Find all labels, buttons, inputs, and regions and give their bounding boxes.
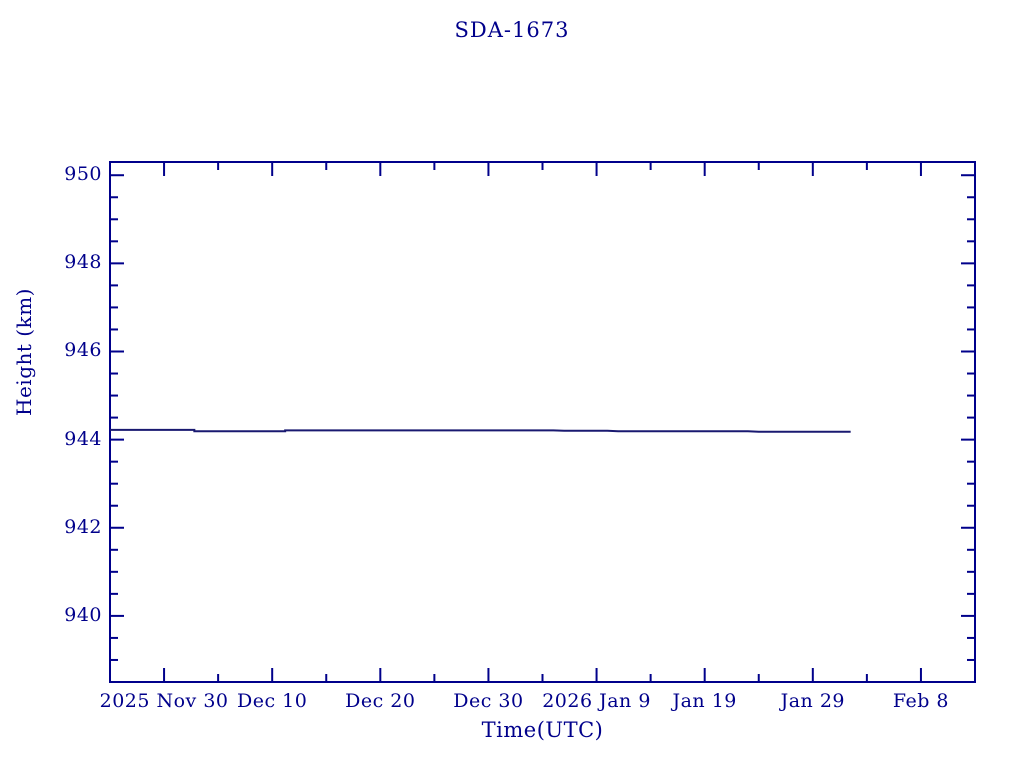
x-tick-label: Feb 8: [892, 690, 950, 712]
x-axis-title: Time(UTC): [481, 718, 604, 742]
axis-frame: [109, 161, 976, 683]
x-tick-label: 2026 Jan 9: [542, 690, 651, 712]
y-tick-label: 940: [64, 603, 102, 626]
x-tick-label: Dec 10: [237, 690, 308, 712]
x-tick-label: Jan 19: [672, 690, 737, 712]
x-tick-label: Dec 20: [345, 690, 416, 712]
axis-ticks: [109, 162, 976, 683]
y-axis-title: Height (km): [12, 288, 36, 416]
chart-title: SDA-1673: [454, 18, 570, 42]
data-series: [110, 428, 851, 433]
x-tick-label: Dec 30: [453, 690, 524, 712]
y-tick-label: 944: [64, 427, 102, 450]
x-tick-label: 2025 Nov 30: [99, 690, 229, 712]
y-tick-label: 946: [64, 339, 102, 362]
x-tick-label: Jan 29: [780, 690, 846, 712]
y-tick-label: 942: [64, 515, 102, 538]
y-tick-label: 948: [64, 251, 102, 274]
y-tick-label: 950: [64, 163, 102, 186]
